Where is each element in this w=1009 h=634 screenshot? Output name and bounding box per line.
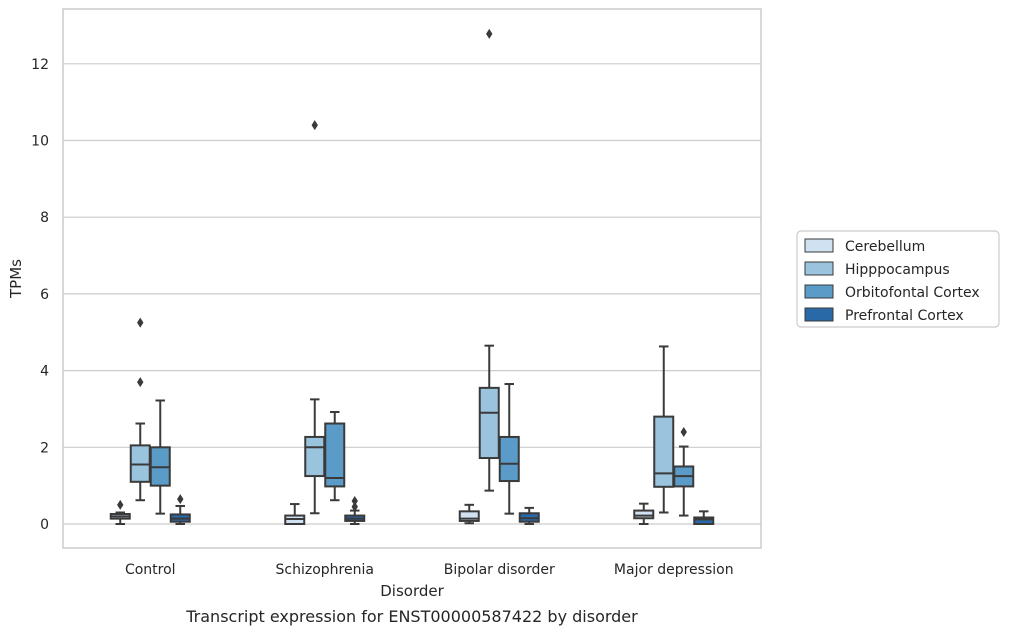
box-body: [304, 435, 326, 478]
box-body: [633, 509, 655, 520]
outlier-point: [137, 377, 144, 388]
outlier-point: [351, 495, 358, 506]
x-tick-label: Major depression: [614, 562, 734, 578]
box-1-2: [324, 411, 346, 502]
box-body: [653, 415, 675, 488]
outlier-point: [117, 499, 124, 510]
box-body: [478, 386, 500, 460]
legend-label: Prefrontal Cortex: [845, 308, 964, 324]
legend-frame: [796, 230, 1000, 328]
box-3-0: [633, 502, 655, 525]
y-tick-label: 8: [40, 210, 49, 226]
box-0-0: [109, 499, 131, 525]
box-2-3: [518, 506, 540, 525]
y-tick-label: 4: [40, 364, 49, 380]
legend-swatch: [804, 307, 834, 322]
outlier-point: [311, 120, 318, 131]
box-1-0: [284, 503, 306, 525]
outlier-point: [486, 28, 493, 39]
box-body: [693, 516, 715, 526]
x-axis-label: Disorder: [380, 582, 444, 600]
plot-frame: [62, 8, 762, 549]
legend-swatch: [804, 284, 834, 299]
box-1-3: [344, 495, 366, 525]
outlier-point: [680, 426, 687, 437]
x-tick-label: Control: [125, 562, 176, 578]
chart-title: Transcript expression for ENST0000058742…: [185, 607, 638, 626]
y-tick-label: 2: [40, 440, 49, 456]
box-3-1: [653, 345, 675, 514]
legend-swatch: [804, 261, 834, 276]
x-tick-label: Bipolar disorder: [444, 562, 555, 578]
outlier-point: [177, 494, 184, 505]
legend-label: Cerebellum: [845, 239, 925, 255]
y-tick-label: 12: [31, 57, 49, 73]
y-axis-ticks: 0 2 4 6 8 10 12: [31, 57, 49, 533]
box-2-0: [458, 503, 480, 525]
legend-label: Hipppocampus: [845, 262, 950, 278]
box-0-3: [169, 494, 191, 525]
grid-lines: [63, 63, 761, 525]
box-2-2: [498, 383, 520, 515]
box-0-2: [149, 399, 171, 515]
legend-swatch: [804, 238, 834, 253]
y-axis-label: TPMs: [7, 259, 25, 299]
y-tick-label: 10: [31, 134, 49, 150]
box-0-1: [129, 317, 151, 502]
legend-label: Orbitofontal Cortex: [845, 285, 980, 301]
box-body: [324, 422, 346, 488]
outlier-point: [351, 501, 358, 512]
box-body: [498, 435, 520, 483]
outlier-point: [137, 317, 144, 328]
box-3-2: [673, 426, 695, 517]
box-body: [458, 510, 480, 522]
y-tick-label: 6: [40, 287, 49, 303]
box-1-1: [304, 120, 326, 515]
x-tick-label: Schizophrenia: [276, 562, 374, 578]
box-plot-area: [109, 28, 715, 526]
legend: Cerebellum Hipppocampus Orbitofontal Corte…: [796, 230, 1000, 328]
box-3-3: [693, 510, 715, 526]
x-axis-ticks: Control Schizophrenia Bipolar disorder Majo…: [125, 562, 734, 578]
y-tick-label: 0: [40, 517, 49, 533]
box-2-1: [478, 28, 500, 492]
